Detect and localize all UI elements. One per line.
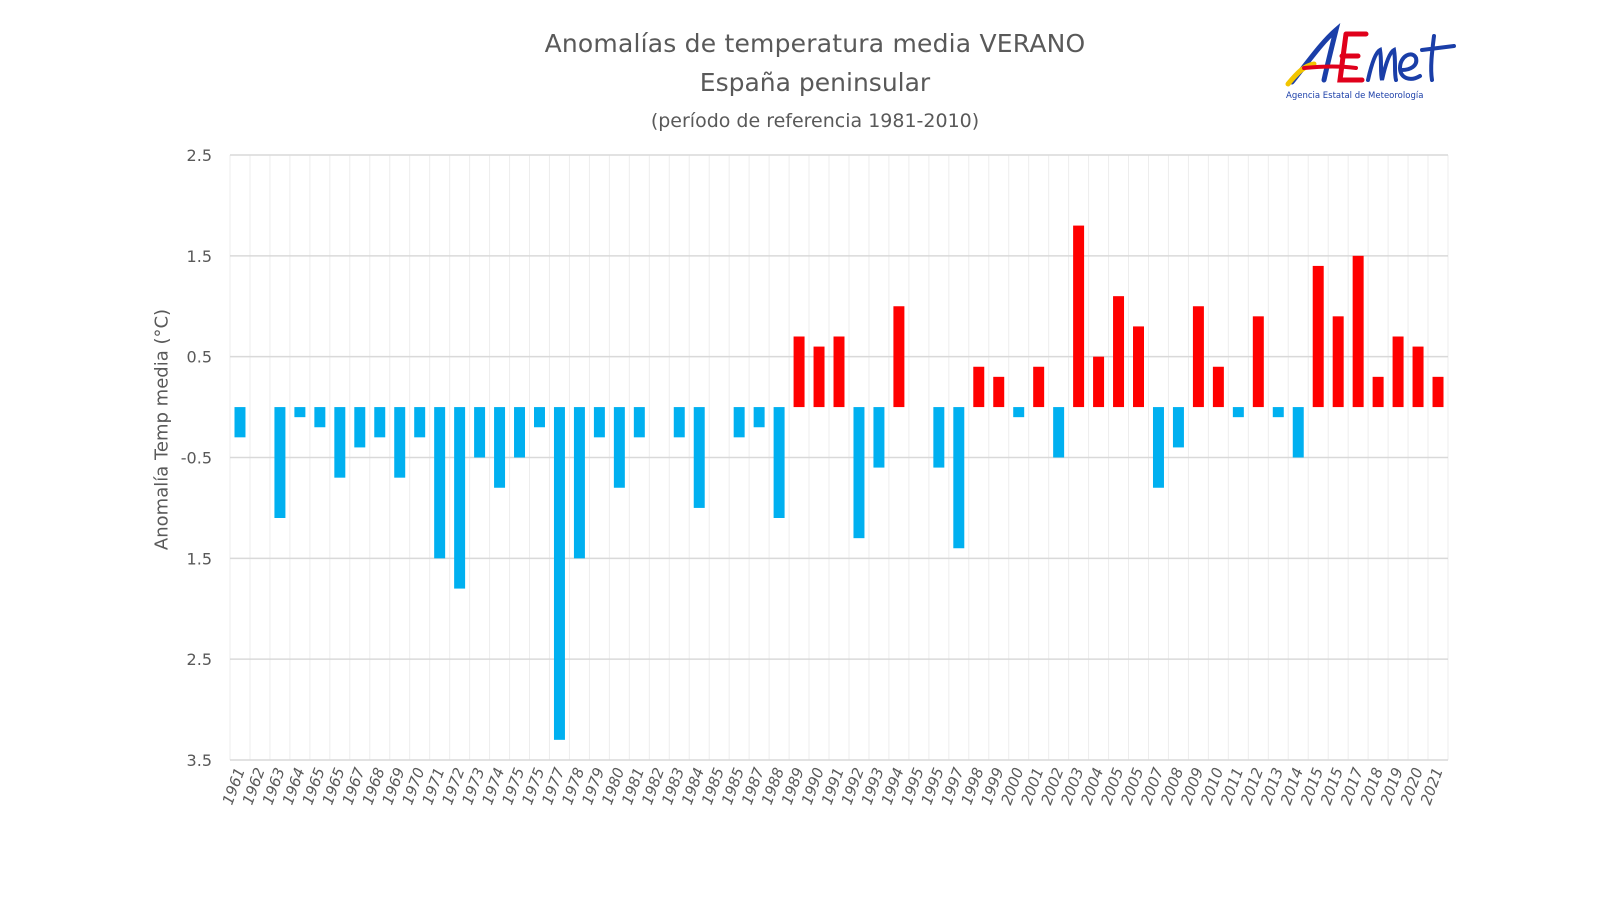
y-tick-label: 3.5 bbox=[187, 751, 212, 770]
bar-1984 bbox=[693, 407, 705, 508]
bar-2004 bbox=[1093, 356, 1105, 408]
bar-1975 bbox=[514, 407, 526, 458]
bar-1980 bbox=[613, 407, 625, 488]
bar-2000 bbox=[1013, 407, 1025, 418]
bar-1977 bbox=[553, 407, 565, 740]
bar-1983 bbox=[673, 407, 685, 438]
bar-2009 bbox=[1192, 306, 1204, 408]
bar-1986 bbox=[733, 407, 745, 438]
chart-subtitle: España peninsular bbox=[699, 68, 931, 97]
bar-2016 bbox=[1332, 316, 1344, 408]
bar-1979 bbox=[593, 407, 605, 438]
bar-1989 bbox=[793, 336, 805, 408]
bar-1961 bbox=[234, 407, 246, 438]
y-tick-label: 1.5 bbox=[187, 247, 212, 266]
bar-1996 bbox=[933, 407, 945, 468]
bar-1998 bbox=[973, 366, 985, 408]
chart-title: Anomalías de temperatura media VERANO bbox=[544, 29, 1086, 58]
bar-2001 bbox=[1033, 366, 1045, 408]
bar-2002 bbox=[1053, 407, 1065, 458]
y-tick-label: 2.5 bbox=[187, 146, 212, 165]
bar-1968 bbox=[374, 407, 386, 438]
bar-1997 bbox=[953, 407, 965, 549]
bar-1974 bbox=[494, 407, 506, 488]
svg-text:Agencia Estatal de Meteorologí: Agencia Estatal de Meteorología bbox=[1286, 91, 1423, 101]
bar-2005 bbox=[1113, 296, 1125, 408]
aemet-logo: Agencia Estatal de Meteorología bbox=[1284, 22, 1474, 108]
bar-2011 bbox=[1232, 407, 1244, 418]
y-tick-label: -0.5 bbox=[181, 449, 212, 468]
bar-2008 bbox=[1172, 407, 1184, 448]
chart-title-block: Anomalías de temperatura media VERANO Es… bbox=[450, 26, 1180, 138]
bar-1976 bbox=[534, 407, 545, 428]
bar-1971 bbox=[434, 407, 446, 559]
bar-1966 bbox=[334, 407, 346, 478]
bar-2015 bbox=[1312, 265, 1324, 408]
bar-1981 bbox=[633, 407, 645, 438]
bar-2021 bbox=[1432, 376, 1444, 408]
bar-1973 bbox=[474, 407, 486, 458]
bar-2018 bbox=[1372, 376, 1384, 408]
bar-1993 bbox=[873, 407, 885, 468]
bar-1963 bbox=[274, 407, 286, 518]
bar-2020 bbox=[1412, 346, 1424, 408]
reference-period: (período de referencia 1981-2010) bbox=[650, 110, 980, 132]
bar-1990 bbox=[813, 346, 825, 408]
bar-2013 bbox=[1272, 407, 1284, 418]
bar-1969 bbox=[394, 407, 406, 478]
bar-2012 bbox=[1252, 316, 1264, 408]
bar-2019 bbox=[1392, 336, 1404, 408]
bar-1988 bbox=[773, 407, 785, 518]
aemet-logo-graphic: Agencia Estatal de Meteorología bbox=[1285, 22, 1456, 101]
bar-1987 bbox=[753, 407, 765, 428]
bar-1970 bbox=[414, 407, 426, 438]
bar-2017 bbox=[1352, 255, 1364, 408]
y-tick-label: 0.5 bbox=[187, 348, 212, 367]
y-tick-label: 2.5 bbox=[187, 650, 212, 669]
y-tick-label: 1.5 bbox=[187, 549, 212, 568]
bar-1994 bbox=[893, 306, 905, 408]
bar-1992 bbox=[853, 407, 865, 539]
bar-1991 bbox=[833, 336, 845, 408]
bar-1978 bbox=[573, 407, 585, 559]
bar-1999 bbox=[993, 376, 1005, 408]
bar-2003 bbox=[1073, 225, 1085, 408]
bar-2006 bbox=[1133, 326, 1144, 408]
bar-1972 bbox=[454, 407, 466, 589]
bar-2007 bbox=[1152, 407, 1164, 488]
bar-1964 bbox=[294, 407, 306, 418]
bar-2014 bbox=[1292, 407, 1304, 458]
bar-1965 bbox=[314, 407, 326, 428]
bar-1967 bbox=[354, 407, 366, 448]
bar-2010 bbox=[1212, 366, 1224, 408]
